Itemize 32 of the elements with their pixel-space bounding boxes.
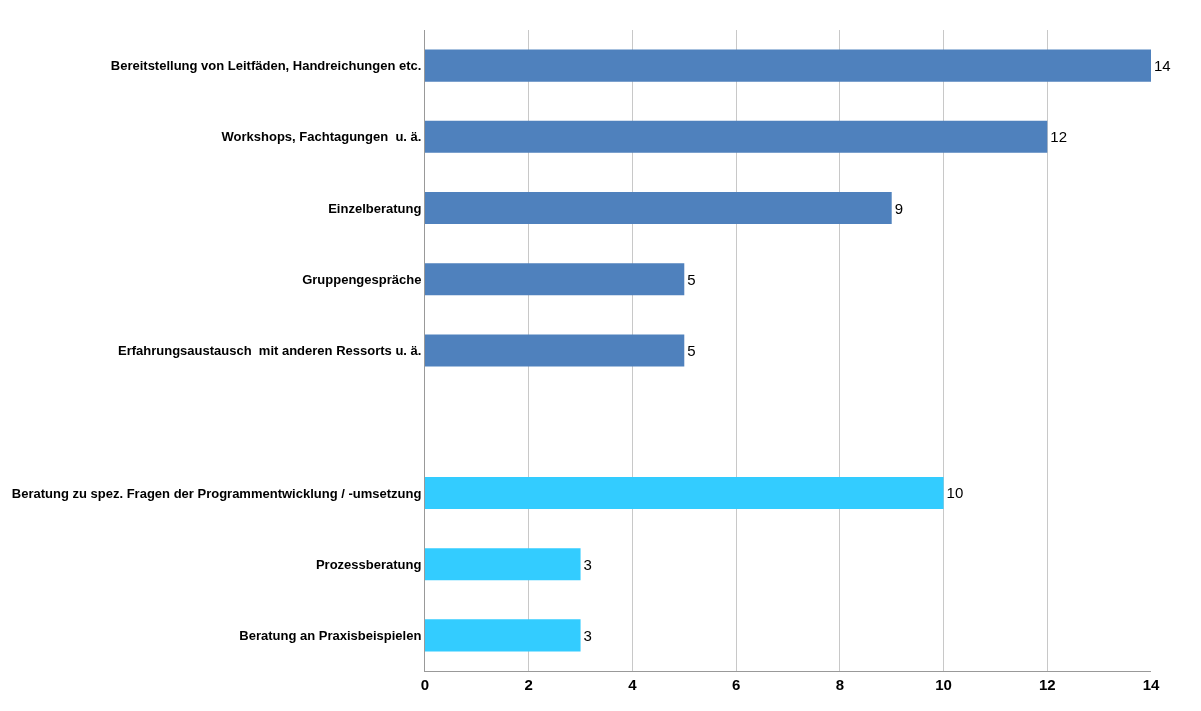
- y-tick-label: Beratung zu spez. Fragen der Programmentwicklung / -umsetzung: [11, 485, 422, 501]
- data-label: 5: [687, 342, 696, 360]
- data-label: 3: [583, 555, 592, 573]
- x-tick-label: 10: [935, 676, 952, 693]
- x-tick-label: 4: [628, 676, 638, 693]
- bar: [425, 619, 581, 652]
- y-tick-label: Workshops, Fachtagungen u. ä.: [221, 129, 422, 145]
- y-tick-label: Bereitstellung von Leitfäden, Handreichungen etc.: [110, 58, 422, 74]
- data-label: 5: [687, 270, 696, 288]
- data-label: 10: [946, 484, 964, 502]
- x-tick-label: 0: [420, 676, 430, 693]
- y-tick-label: Einzelberatung: [328, 200, 422, 216]
- y-tick-label: Gruppengespräche: [302, 271, 422, 287]
- bar: [425, 548, 581, 581]
- data-label: 9: [894, 199, 904, 217]
- y-tick-label: Prozessberatung: [315, 556, 422, 572]
- y-tick-label: Beratung an Praxisbeispielen: [239, 627, 422, 643]
- bar: [425, 120, 1048, 153]
- bar: [425, 263, 685, 296]
- data-label: 12: [1050, 128, 1067, 146]
- x-tick-label: 6: [731, 676, 741, 693]
- x-tick-label: 2: [524, 676, 533, 693]
- data-label: 14: [1154, 57, 1171, 75]
- x-tick-label: 12: [1038, 676, 1056, 693]
- x-tick-label: 8: [835, 676, 845, 693]
- bar: [425, 476, 944, 509]
- bar: [425, 192, 892, 225]
- bar: [425, 49, 1151, 82]
- y-tick-label: Erfahrungsaustausch mit anderen Ressorts u. ä.: [117, 343, 422, 359]
- x-tick-label: 14: [1142, 676, 1160, 693]
- bar: [425, 334, 685, 367]
- data-label: 3: [583, 626, 592, 644]
